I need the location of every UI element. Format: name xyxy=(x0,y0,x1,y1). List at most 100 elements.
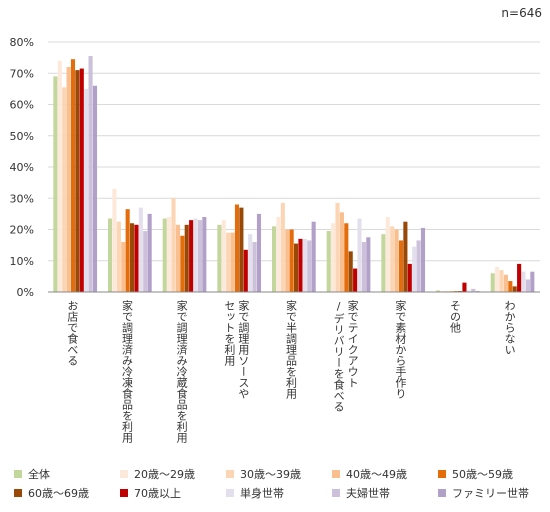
bar xyxy=(116,221,121,292)
y-tick-label: 10% xyxy=(10,255,34,268)
legend-swatch xyxy=(120,470,128,478)
bar xyxy=(490,273,495,292)
bar xyxy=(53,76,58,293)
bar xyxy=(75,70,80,293)
x-category-label: 家でテイクアウト xyxy=(346,299,359,388)
bar xyxy=(180,235,185,292)
bar xyxy=(234,204,240,292)
bar xyxy=(403,221,408,292)
legend-swatch xyxy=(332,489,340,497)
bar xyxy=(302,238,307,293)
legend-item: 60歳～69歳 xyxy=(14,485,89,501)
x-category-label: 家で調理用ソースや xyxy=(237,299,250,399)
bar xyxy=(381,234,386,292)
legend-label: 夫婦世帯 xyxy=(346,487,390,500)
bar xyxy=(353,268,358,292)
bar xyxy=(171,198,176,292)
bars xyxy=(53,56,535,293)
bar xyxy=(298,238,303,293)
bar xyxy=(147,213,152,293)
legend-swatch xyxy=(226,489,234,497)
bar xyxy=(79,68,84,292)
x-category-label: 家で調理済み冷凍食品を利用 xyxy=(121,299,134,444)
sample-size-label: n=646 xyxy=(501,6,542,20)
legend-item: 20歳～29歳 xyxy=(120,466,195,482)
legend-item: 単身世帯 xyxy=(226,485,284,501)
bar xyxy=(339,212,344,292)
legend-item: 50歳～59歳 xyxy=(438,466,513,482)
legend-label: 70歳以上 xyxy=(134,487,181,500)
legend-swatch xyxy=(14,470,22,478)
bar xyxy=(88,56,93,293)
x-category-label: 家で調理済み冷蔵食品を利用 xyxy=(175,299,188,444)
bar xyxy=(521,271,526,292)
legend-label: 20歳～29歳 xyxy=(134,468,195,481)
bar xyxy=(285,229,290,292)
bar xyxy=(361,242,366,292)
y-tick-label: 40% xyxy=(10,161,34,174)
gridlines xyxy=(48,41,540,262)
legend-label: 40歳～49歳 xyxy=(346,468,407,481)
bar xyxy=(348,251,353,293)
bar xyxy=(499,270,504,293)
bar xyxy=(62,87,67,292)
bar xyxy=(420,227,426,292)
legend-item: ファミリー世帯 xyxy=(438,485,529,501)
bar xyxy=(344,223,349,292)
bar xyxy=(230,232,235,293)
bar xyxy=(226,232,231,293)
bar xyxy=(385,217,390,292)
legend-item: 70歳以上 xyxy=(120,485,181,501)
bar xyxy=(512,286,517,293)
legend-label: 単身世帯 xyxy=(240,487,284,500)
bar xyxy=(217,224,222,292)
bar xyxy=(248,234,253,292)
bar xyxy=(311,221,316,292)
bar xyxy=(70,59,76,292)
bar xyxy=(390,226,395,293)
bar xyxy=(366,237,371,292)
bar xyxy=(407,263,412,293)
bar xyxy=(108,218,113,292)
bar xyxy=(466,290,471,292)
y-tick-label: 30% xyxy=(10,192,34,205)
bar xyxy=(398,240,404,292)
y-tick-label: 50% xyxy=(10,130,34,143)
bar xyxy=(197,220,202,293)
bar xyxy=(436,290,441,292)
bar xyxy=(289,229,294,292)
x-category-label: その他 xyxy=(449,300,462,333)
legend-label: ファミリー世帯 xyxy=(452,487,529,500)
legend-swatch xyxy=(438,489,446,497)
y-tick-label: 0% xyxy=(17,286,34,299)
bar xyxy=(125,209,130,292)
bar xyxy=(239,207,244,293)
bar xyxy=(252,242,257,292)
bar xyxy=(503,274,508,292)
bar xyxy=(112,188,117,293)
bar xyxy=(462,282,467,293)
x-axis: お店で食べる 家で調理済み冷凍食品を利用 家で調理済み冷蔵食品を利用 家で調理用ソース… xyxy=(48,291,540,444)
bar xyxy=(92,85,98,292)
bar xyxy=(202,217,207,292)
legend-swatch xyxy=(14,489,22,497)
bar xyxy=(57,60,62,292)
bar xyxy=(294,243,299,292)
bar xyxy=(272,226,277,293)
bar xyxy=(130,223,135,292)
bar xyxy=(326,231,331,292)
legend-item: 30歳～39歳 xyxy=(226,466,301,482)
legend-item: 全体 xyxy=(14,466,50,482)
bar xyxy=(307,240,312,292)
bar xyxy=(394,229,399,292)
bar xyxy=(280,202,285,292)
x-category-label: お店で食べる xyxy=(66,300,79,366)
bar xyxy=(221,220,226,293)
y-tick-label: 70% xyxy=(10,67,34,80)
bar xyxy=(416,240,421,292)
y-tick-label: 20% xyxy=(10,224,34,237)
legend-swatch xyxy=(438,470,446,478)
legend-label: 全体 xyxy=(28,468,50,481)
bar xyxy=(525,279,530,292)
